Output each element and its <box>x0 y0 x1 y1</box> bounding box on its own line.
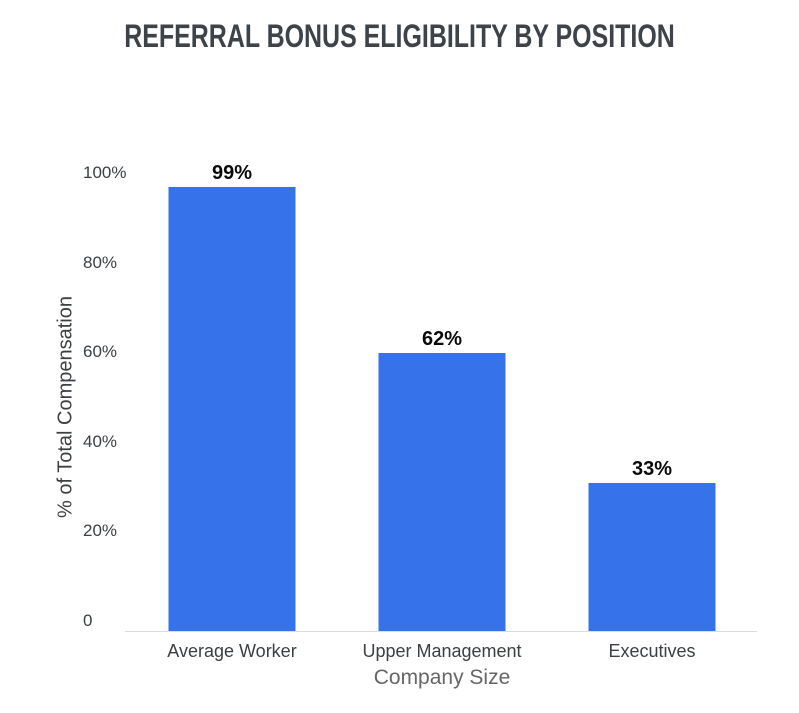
bar-group: 99% Average Worker <box>127 162 337 661</box>
plot-area: 0 20% 40% 60% 80% 100% 99% Average Worker 62% Up… <box>83 162 757 661</box>
y-tick-label: 60% <box>83 342 118 362</box>
x-axis-line <box>125 631 757 632</box>
y-axis-ticks: 0 20% 40% 60% 80% 100% <box>83 163 127 631</box>
y-tick-label: 40% <box>83 431 118 451</box>
bar-value-label: 99% <box>211 162 253 184</box>
category-label: Average Worker <box>167 641 297 661</box>
y-tick-label: 100% <box>83 163 127 182</box>
y-tick-label: 0 <box>83 611 93 630</box>
bar-value-label: 33% <box>631 458 673 480</box>
bars: 99% Average Worker 62% Upper Management 33% E… <box>127 162 757 661</box>
y-tick-label: 80% <box>83 252 118 272</box>
x-axis-title: Company Size <box>373 666 511 689</box>
bar <box>168 187 296 631</box>
chart-title: REFERRAL BONUS ELIGIBILITY BY POSITION <box>124 18 675 54</box>
bar <box>378 353 506 631</box>
category-label: Upper Management <box>362 641 522 661</box>
bar <box>588 483 716 631</box>
y-tick-label: 20% <box>83 521 118 541</box>
category-label: Executives <box>608 641 696 661</box>
bar-value-label: 62% <box>421 328 463 350</box>
y-axis-title: % of Total Compensation <box>54 296 77 518</box>
bar-group: 33% Executives <box>547 183 757 661</box>
bar-group: 62% Upper Management <box>337 183 547 661</box>
